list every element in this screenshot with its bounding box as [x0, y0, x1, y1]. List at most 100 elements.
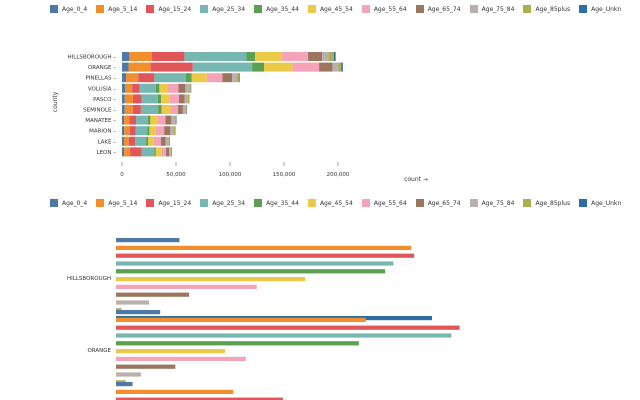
bar[interactable] — [116, 349, 226, 354]
bar-segment[interactable] — [332, 62, 339, 72]
bar-segment[interactable] — [170, 105, 179, 114]
bar-segment[interactable] — [124, 147, 131, 157]
bar-segment[interactable] — [132, 83, 140, 93]
bar-segment[interactable] — [124, 115, 130, 125]
bar-segment[interactable] — [169, 147, 171, 157]
legend-item-age-85plus[interactable]: Age_85plus — [523, 199, 570, 207]
bar-segment[interactable] — [170, 126, 174, 136]
legend-item-age-15-24[interactable]: Age_15_24 — [146, 5, 191, 13]
bar-segment[interactable] — [155, 147, 162, 157]
bar-segment[interactable] — [237, 73, 240, 83]
bar[interactable] — [116, 372, 141, 377]
bar-segment[interactable] — [122, 105, 125, 114]
bar-segment[interactable] — [152, 52, 185, 61]
bar[interactable] — [116, 333, 452, 338]
bar-segment[interactable] — [239, 73, 240, 83]
legend-item-age-25-34[interactable]: Age_25_34 — [200, 5, 245, 13]
legend-item-age-65-74[interactable]: Age_65_74 — [415, 5, 461, 13]
legend-item-age-0-4[interactable]: Age_0_4 — [50, 199, 87, 207]
bar-segment[interactable] — [154, 147, 156, 157]
bar-segment[interactable] — [157, 94, 162, 104]
bar-segment[interactable] — [141, 147, 155, 157]
bar-segment[interactable] — [175, 115, 177, 125]
bar-segment[interactable] — [146, 136, 149, 146]
bar[interactable] — [116, 292, 190, 297]
bar-segment[interactable] — [122, 126, 125, 136]
bar-segment[interactable] — [141, 94, 158, 104]
bar-segment[interactable] — [130, 147, 142, 157]
bar[interactable] — [116, 397, 283, 400]
bar-segment[interactable] — [154, 73, 186, 83]
bar-segment[interactable] — [170, 147, 172, 157]
bar[interactable] — [116, 284, 257, 289]
bar-segment[interactable] — [171, 115, 176, 125]
bar-segment[interactable] — [122, 115, 125, 125]
legend-item-age-unkn[interactable]: Age_Unkn — [579, 5, 621, 13]
legend-item-age-45-54[interactable]: Age_45_54 — [307, 5, 353, 13]
bar-segment[interactable] — [282, 52, 309, 61]
legend-item-age-85plus[interactable]: Age_85plus — [523, 5, 570, 13]
bar-segment[interactable] — [222, 73, 233, 83]
bar-segment[interactable] — [184, 52, 247, 61]
bar-segment[interactable] — [182, 105, 186, 114]
bar-segment[interactable] — [129, 52, 153, 61]
bar-segment[interactable] — [191, 73, 207, 83]
bar[interactable] — [116, 389, 234, 394]
bar[interactable] — [116, 245, 412, 250]
bar-segment[interactable] — [128, 62, 151, 72]
bar-segment[interactable] — [132, 105, 141, 114]
bar-segment[interactable] — [161, 147, 167, 157]
bar-segment[interactable] — [232, 73, 238, 83]
bar-segment[interactable] — [122, 52, 130, 61]
bar-segment[interactable] — [292, 62, 320, 72]
bar[interactable] — [116, 364, 176, 369]
bar-segment[interactable] — [136, 115, 148, 125]
bar-segment[interactable] — [123, 136, 129, 146]
bar-segment[interactable] — [334, 52, 336, 61]
bar[interactable] — [116, 382, 133, 387]
legend-item-age-25-34[interactable]: Age_25_34 — [200, 199, 245, 207]
legend-item-age-5-14[interactable]: Age_5_14 — [96, 199, 137, 207]
bar-segment[interactable] — [319, 62, 333, 72]
bar[interactable] — [116, 238, 180, 243]
bar-segment[interactable] — [126, 73, 139, 83]
bar[interactable] — [116, 277, 306, 282]
bar-segment[interactable] — [150, 62, 193, 72]
bar-segment[interactable] — [122, 62, 129, 72]
legend-item-age-75-84[interactable]: Age_75_84 — [469, 5, 514, 13]
bar-segment[interactable] — [124, 94, 133, 104]
bar-segment[interactable] — [185, 73, 192, 83]
bar-segment[interactable] — [187, 94, 190, 104]
legend-item-age-35-44[interactable]: Age_35_44 — [254, 199, 299, 207]
bar-segment[interactable] — [139, 83, 156, 93]
bar-segment[interactable] — [147, 126, 150, 136]
bar-segment[interactable] — [165, 115, 172, 125]
bar-segment[interactable] — [341, 62, 343, 72]
bar-segment[interactable] — [185, 105, 187, 114]
bar-segment[interactable] — [189, 83, 191, 93]
bar-segment[interactable] — [150, 115, 158, 125]
bar-segment[interactable] — [178, 83, 186, 93]
bar-segment[interactable] — [132, 94, 142, 104]
bar[interactable] — [116, 253, 415, 258]
bar-segment[interactable] — [322, 52, 329, 61]
bar-segment[interactable] — [147, 115, 151, 125]
bar-segment[interactable] — [124, 126, 130, 136]
bar-segment[interactable] — [160, 136, 166, 146]
bar-segment[interactable] — [168, 83, 179, 93]
bar[interactable] — [116, 356, 246, 361]
bar-segment[interactable] — [122, 94, 125, 104]
bar-segment[interactable] — [168, 136, 170, 146]
bar-segment[interactable] — [184, 94, 188, 104]
bar-segment[interactable] — [158, 105, 162, 114]
bar-segment[interactable] — [264, 62, 293, 72]
bar-segment[interactable] — [153, 136, 161, 146]
bar-segment[interactable] — [173, 126, 176, 136]
bar[interactable] — [116, 341, 359, 346]
legend-item-age-unkn[interactable]: Age_Unkn — [579, 199, 621, 207]
bar-segment[interactable] — [246, 52, 256, 61]
legend-item-age-15-24[interactable]: Age_15_24 — [146, 199, 191, 207]
bar-segment[interactable] — [135, 126, 148, 136]
bar-segment[interactable] — [161, 94, 170, 104]
bar-segment[interactable] — [252, 62, 265, 72]
